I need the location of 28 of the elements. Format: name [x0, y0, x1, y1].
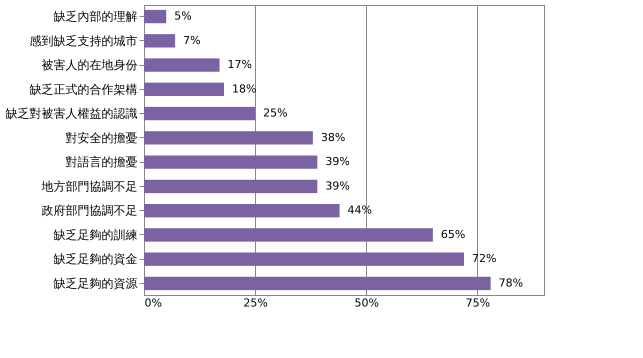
- y-tick-label: 對語言的擔憂: [66, 155, 138, 170]
- data-label: 44%: [348, 204, 372, 217]
- data-label: 39%: [325, 155, 350, 168]
- data-label: 17%: [228, 58, 252, 72]
- y-tick-label: 被害人的在地身份: [42, 58, 138, 72]
- y-tick-label: 地方部門協調不足: [40, 179, 138, 194]
- y-tick-label: 感到缺乏支持的城市: [30, 34, 138, 48]
- y-tick-label: 缺乏足夠的訓練: [54, 228, 138, 242]
- data-label: 38%: [320, 130, 346, 144]
- data-label: 72%: [472, 252, 496, 266]
- data-label: 65%: [440, 228, 466, 241]
- x-tick-label: 50%: [354, 296, 379, 310]
- x-tick-label: 75%: [466, 296, 490, 310]
- y-tick-label: 對安全的擔憂: [66, 130, 138, 145]
- data-label: 7%: [183, 34, 201, 47]
- data-label: 18%: [232, 82, 256, 96]
- data-label: 5%: [174, 10, 192, 23]
- x-tick-label: 0%: [144, 296, 162, 310]
- y-tick-label: 缺乏正式的合作架構: [30, 82, 138, 96]
- y-tick-label: 政府部門協調不足: [42, 204, 138, 218]
- x-tick-label: 25%: [243, 296, 268, 310]
- data-label: 25%: [263, 106, 288, 120]
- data-label: 78%: [498, 276, 524, 290]
- y-tick-label: 缺乏內部的理解: [54, 10, 138, 24]
- y-tick-label: 缺乏足夠的資金: [54, 252, 138, 266]
- y-tick-label: 缺乏足夠的資源: [54, 276, 138, 290]
- data-label: 39%: [325, 179, 350, 192]
- y-tick-label: 缺乏對被害人權益的認識: [6, 106, 138, 121]
